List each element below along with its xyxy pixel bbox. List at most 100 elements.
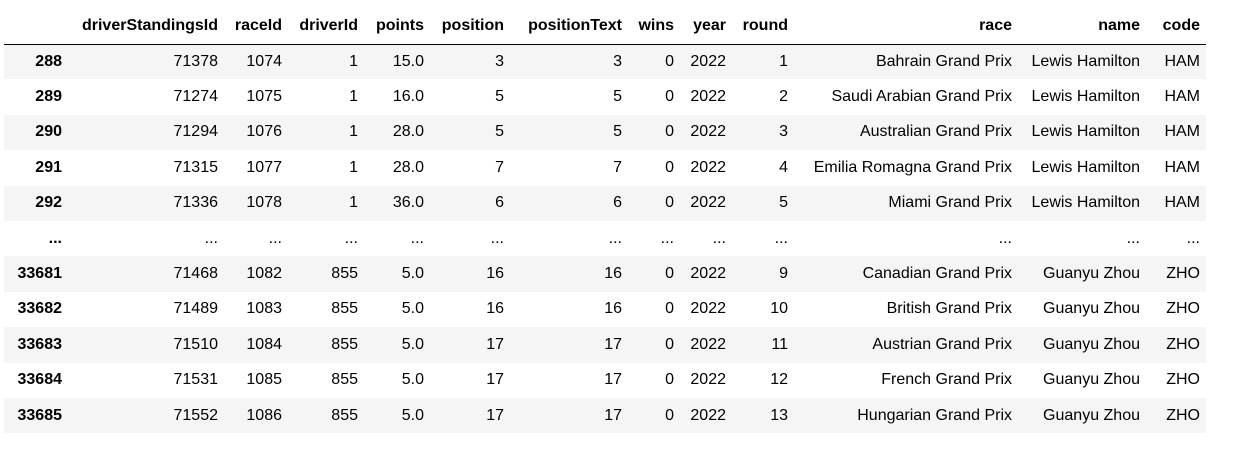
table-cell: ...	[490, 229, 504, 247]
table-cell: ZHO	[1166, 265, 1200, 283]
table-cell: Austrian Grand Prix	[872, 335, 1012, 353]
table-cell: ...	[712, 229, 726, 247]
table-row: 290 71294 1076 1 28.0 5 5 0 2022 3 Australian Gran…	[4, 114, 1206, 151]
table-cell: 1078	[246, 194, 282, 212]
table-cell: 13	[770, 406, 788, 424]
table-cell: 15.0	[392, 52, 424, 70]
table-cell: 71489	[173, 300, 219, 318]
table-cell: ...	[774, 229, 788, 247]
table-cell: 2022	[690, 406, 726, 424]
table-cell: 16	[486, 300, 504, 318]
table-cell: 71378	[173, 52, 219, 70]
table-cell: 5.0	[401, 335, 424, 353]
table-cell: 1	[349, 52, 358, 70]
table-cell: 0	[665, 194, 674, 212]
table-cell: 1	[349, 123, 358, 141]
table-row: 33685 71552 1086 855 5.0 17 17 0 2022 13 Hungarian…	[4, 397, 1206, 434]
table-cell: 1084	[246, 335, 282, 353]
table-cell: 3	[779, 123, 788, 141]
table-cell: Hungarian Grand Prix	[857, 406, 1012, 424]
table-cell: Miami Grand Prix	[888, 194, 1012, 212]
table-cell: ...	[1126, 229, 1140, 247]
table-cell: 17	[604, 335, 622, 353]
table-cell: 855	[331, 406, 358, 424]
dataframe-output: driverStandingsId raceId driverId points pos…	[4, 8, 1206, 434]
table-cell: 0	[665, 52, 674, 70]
table-cell: ZHO	[1166, 335, 1200, 353]
table-cell: 7	[613, 158, 622, 176]
table-cell: 5	[613, 123, 622, 141]
table-cell: Lewis Hamilton	[1031, 194, 1140, 212]
row-index: 33683	[17, 335, 63, 353]
table-cell: 855	[331, 300, 358, 318]
table-cell: 0	[665, 371, 674, 389]
row-index: 33685	[17, 406, 63, 424]
table-cell: 0	[665, 300, 674, 318]
column-header: year	[680, 8, 732, 45]
table-cell: ...	[1186, 229, 1200, 247]
table-cell: 5.0	[401, 300, 424, 318]
table-cell: ZHO	[1166, 300, 1200, 318]
table-cell: HAM	[1164, 123, 1200, 141]
table-cell: 0	[665, 406, 674, 424]
row-index: 33681	[17, 265, 63, 283]
table-cell: 1075	[246, 88, 282, 106]
table-cell: Lewis Hamilton	[1031, 52, 1140, 70]
row-index: 289	[35, 88, 62, 106]
table-cell: 17	[486, 371, 504, 389]
table-row: 291 71315 1077 1 28.0 7 7 0 2022 4 Emilia Romagna …	[4, 150, 1206, 186]
table-cell: French Grand Prix	[881, 371, 1012, 389]
table-cell: 1	[349, 158, 358, 176]
table-cell: 1077	[246, 158, 282, 176]
table-cell: 0	[665, 158, 674, 176]
index-header	[4, 8, 68, 45]
table-cell: 0	[665, 335, 674, 353]
header-row: driverStandingsId raceId driverId points pos…	[4, 8, 1206, 45]
table-cell: Lewis Hamilton	[1031, 123, 1140, 141]
table-cell: 7	[495, 158, 504, 176]
table-cell: 16	[604, 265, 622, 283]
table-cell: 2022	[690, 300, 726, 318]
table-cell: HAM	[1164, 194, 1200, 212]
dataframe-table: driverStandingsId raceId driverId points pos…	[4, 8, 1206, 434]
table-cell: 1083	[246, 300, 282, 318]
table-cell: 17	[486, 335, 504, 353]
table-cell: 16.0	[392, 88, 424, 106]
table-cell: 16	[604, 300, 622, 318]
table-cell: Guanyu Zhou	[1043, 335, 1140, 353]
table-cell: 1074	[246, 52, 282, 70]
table-row: 33684 71531 1085 855 5.0 17 17 0 2022 12 French Gr…	[4, 362, 1206, 398]
table-cell: 5.0	[401, 406, 424, 424]
column-header: driverId	[288, 8, 364, 45]
column-header: race	[794, 8, 1018, 45]
column-header: points	[364, 8, 430, 45]
table-cell: 71274	[173, 88, 219, 106]
table-cell: 6	[613, 194, 622, 212]
table-cell: 0	[665, 123, 674, 141]
table-cell: Emilia Romagna Grand Prix	[813, 158, 1012, 176]
table-cell: ...	[410, 229, 424, 247]
table-cell: 3	[495, 52, 504, 70]
table-cell: Guanyu Zhou	[1043, 300, 1140, 318]
table-row: 33681 71468 1082 855 5.0 16 16 0 2022 9 Canadian G…	[4, 256, 1206, 292]
table-cell: 71468	[173, 265, 219, 283]
table-cell: 5.0	[401, 265, 424, 283]
row-index: 291	[35, 158, 62, 176]
table-cell: Guanyu Zhou	[1043, 406, 1140, 424]
column-header: positionText	[510, 8, 628, 45]
table-cell: 28.0	[392, 158, 424, 176]
table-cell: HAM	[1164, 158, 1200, 176]
table-cell: British Grand Prix	[886, 300, 1012, 318]
row-index: 33684	[17, 371, 63, 389]
column-header: driverStandingsId	[68, 8, 224, 45]
table-cell: 71552	[173, 406, 219, 424]
table-cell: 71294	[173, 123, 219, 141]
table-cell: 16	[486, 265, 504, 283]
table-cell: 6	[495, 194, 504, 212]
table-header: driverStandingsId raceId driverId points pos…	[4, 8, 1206, 45]
table-cell: 2	[779, 88, 788, 106]
table-cell: ZHO	[1166, 406, 1200, 424]
table-cell: 71315	[173, 158, 219, 176]
column-header: name	[1018, 8, 1146, 45]
table-cell: 17	[604, 371, 622, 389]
